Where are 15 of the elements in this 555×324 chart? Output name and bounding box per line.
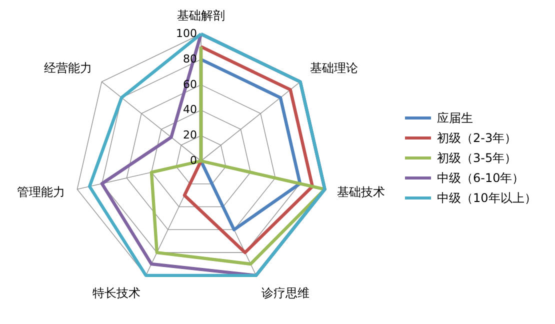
legend-label: 初级（3-5年）	[437, 151, 517, 165]
spoke-label: 诊疗思维	[262, 286, 310, 300]
spoke-label: 基础理论	[310, 60, 358, 75]
spoke-label: 经营能力	[44, 60, 92, 75]
y-tick-label: 20	[183, 128, 197, 142]
spoke-label: 基础技术	[337, 185, 386, 200]
y-tick-label: 40	[183, 103, 197, 116]
y-tick-label: 100	[176, 27, 197, 40]
spoke-label: 基础解剖	[177, 8, 225, 22]
spoke-label: 特长技术	[92, 286, 140, 300]
legend-label: 中级（6-10年）	[437, 171, 524, 185]
spoke-label: 管理能力	[16, 185, 65, 200]
legend-label: 初级（2-3年）	[437, 131, 517, 145]
legend-label: 应届生	[437, 111, 473, 125]
legend-label: 中级（10年以上）	[437, 191, 536, 205]
